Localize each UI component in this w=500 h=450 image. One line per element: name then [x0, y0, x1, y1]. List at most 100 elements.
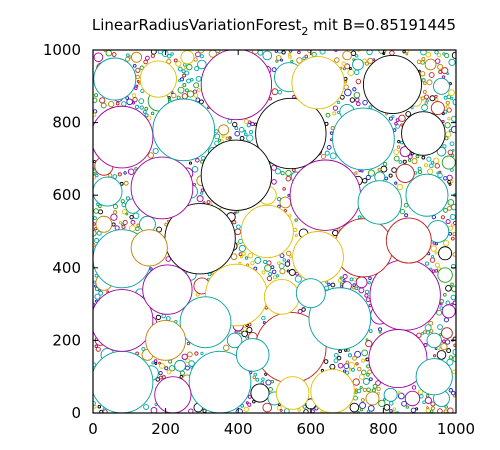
- filler-circle: [362, 99, 368, 106]
- filler-circle: [405, 111, 412, 117]
- filler-circle: [423, 81, 427, 86]
- small-circle: [438, 246, 453, 261]
- filler-circle: [93, 175, 97, 180]
- filler-circle: [93, 109, 98, 114]
- filler-circle: [115, 101, 120, 106]
- filler-circle: [445, 219, 451, 225]
- filler-circle: [355, 97, 360, 103]
- filler-circle: [214, 129, 219, 134]
- filler-circle: [429, 163, 434, 169]
- filler-circle: [283, 209, 287, 213]
- filler-circle: [186, 90, 195, 98]
- filler-circle: [288, 254, 293, 259]
- filler-circle: [297, 50, 301, 55]
- filler-circle: [336, 100, 341, 105]
- large-circle: [130, 156, 194, 220]
- filler-circle: [247, 323, 252, 327]
- filler-circle: [93, 362, 97, 368]
- filler-circle: [368, 105, 373, 110]
- filler-circle: [375, 380, 381, 386]
- filler-circle: [255, 377, 260, 382]
- filler-circle: [326, 144, 332, 150]
- small-circle: [197, 59, 207, 70]
- small-circle: [208, 50, 217, 58]
- filler-circle: [93, 280, 97, 284]
- filler-circle: [437, 63, 444, 70]
- filler-circle: [339, 94, 345, 100]
- filler-circle: [247, 252, 254, 259]
- filler-circle: [93, 208, 99, 214]
- filler-circle: [329, 363, 336, 370]
- filler-circle: [391, 167, 397, 173]
- filler-circle: [391, 114, 395, 119]
- filler-circle: [125, 56, 130, 62]
- filler-circle: [282, 187, 286, 191]
- filler-circle: [132, 63, 137, 68]
- filler-circle: [377, 327, 383, 332]
- filler-circle: [151, 361, 155, 365]
- filler-circle: [199, 99, 204, 105]
- filler-circle: [372, 58, 376, 62]
- filler-circle: [279, 253, 285, 259]
- filler-circle: [397, 391, 401, 394]
- filler-circle: [449, 213, 456, 220]
- filler-circle: [195, 97, 201, 103]
- filler-circle: [285, 169, 292, 177]
- filler-circle: [348, 362, 356, 369]
- filler-circle: [268, 97, 273, 101]
- large-circle: [200, 139, 273, 211]
- small-circle: [180, 50, 195, 65]
- small-circle: [131, 51, 143, 63]
- filler-circle: [246, 123, 251, 128]
- filler-circle: [443, 409, 448, 413]
- filler-circle: [281, 50, 286, 55]
- filler-circle: [294, 275, 302, 283]
- filler-circle: [150, 111, 155, 116]
- filler-circle: [450, 223, 455, 227]
- small-circle: [174, 359, 187, 372]
- filler-circle: [389, 409, 393, 413]
- filler-circle: [426, 79, 433, 86]
- filler-circle: [265, 379, 272, 386]
- filler-circle: [446, 174, 453, 181]
- filler-circle: [181, 69, 186, 74]
- filler-circle: [448, 182, 452, 186]
- filler-circle: [398, 114, 406, 122]
- filler-circle: [165, 316, 171, 321]
- filler-circle: [266, 275, 273, 282]
- filler-circle: [346, 348, 350, 352]
- filler-circle: [121, 202, 127, 208]
- filler-circle: [238, 252, 243, 257]
- filler-circle: [429, 257, 436, 263]
- filler-circle: [345, 370, 350, 375]
- large-circle: [292, 231, 344, 283]
- filler-circle: [353, 91, 361, 99]
- filler-circle: [449, 141, 455, 147]
- filler-circle: [192, 89, 198, 94]
- large-circle: [93, 57, 137, 101]
- filler-circle: [397, 392, 405, 400]
- filler-circle: [168, 98, 172, 102]
- filler-circle: [136, 79, 140, 83]
- small-circle: [352, 58, 364, 71]
- large-circle: [200, 50, 273, 121]
- filler-circle: [407, 158, 412, 162]
- filler-circle: [421, 78, 426, 83]
- filler-circle: [428, 320, 434, 326]
- filler-circle: [287, 193, 291, 197]
- filler-circle: [427, 168, 434, 175]
- filler-circle: [421, 104, 429, 112]
- filler-circle: [227, 118, 233, 124]
- filler-circle: [354, 171, 358, 175]
- filler-circle: [94, 293, 101, 300]
- filler-circle: [99, 409, 104, 413]
- filler-circle: [150, 407, 158, 413]
- filler-circle: [404, 213, 409, 218]
- filler-circle: [402, 159, 407, 164]
- filler-circle: [333, 358, 339, 364]
- filler-circle: [432, 354, 437, 358]
- filler-circle: [184, 365, 190, 371]
- filler-circle: [158, 375, 163, 380]
- filler-circle: [146, 115, 152, 121]
- filler-circle: [448, 225, 453, 231]
